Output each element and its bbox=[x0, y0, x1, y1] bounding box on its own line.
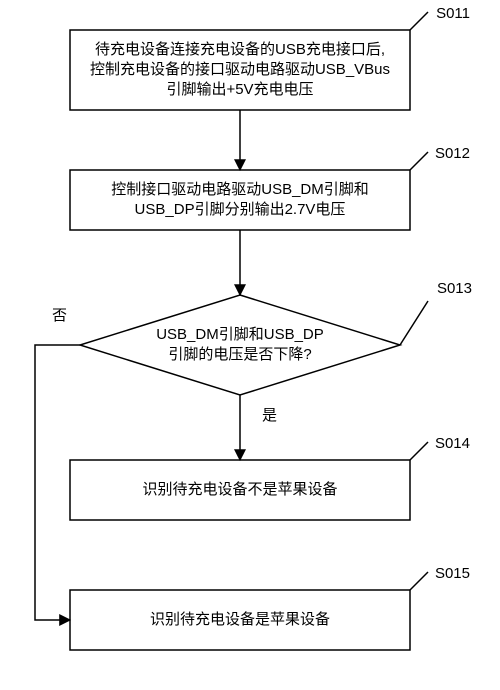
box-text-line: USB_DP引脚分别输出2.7V电压 bbox=[135, 201, 346, 218]
box-text-line: 引脚的电压是否下降? bbox=[168, 346, 311, 363]
step-label: S015 bbox=[435, 565, 470, 582]
box-text-line: 控制接口驱动电路驱动USB_DM引脚和 bbox=[111, 181, 369, 198]
box-text-line: 引脚输出+5V充电电压 bbox=[166, 81, 313, 98]
box-text-line: 识别待充电设备是苹果设备 bbox=[150, 611, 330, 628]
process-box: 控制接口驱动电路驱动USB_DM引脚和 USB_DP引脚分别输出2.7V电压 S01… bbox=[70, 145, 470, 230]
box-text-line: 待充电设备连接充电设备的USB充电接口后, bbox=[95, 41, 385, 58]
process-box: 待充电设备连接充电设备的USB充电接口后, 控制充电设备的接口驱动电路驱动USB_… bbox=[70, 5, 470, 110]
box-text-line: USB_DM引脚和USB_DP bbox=[156, 326, 324, 343]
flow-arrow bbox=[35, 345, 80, 620]
decision-diamond: USB_DM引脚和USB_DP 引脚的电压是否下降? S013 bbox=[80, 280, 472, 395]
process-box: 识别待充电设备不是苹果设备 S014 bbox=[70, 435, 470, 520]
step-label: S012 bbox=[435, 145, 470, 162]
process-box: 识别待充电设备是苹果设备 S015 bbox=[70, 565, 470, 650]
step-label: S011 bbox=[436, 5, 470, 22]
box-text-line: 识别待充电设备不是苹果设备 bbox=[142, 481, 337, 498]
step-label: S014 bbox=[435, 435, 470, 452]
branch-label-yes: 是 bbox=[262, 407, 277, 424]
branch-label-no: 否 bbox=[52, 307, 67, 324]
box-text-line: 控制充电设备的接口驱动电路驱动USB_VBus bbox=[90, 61, 390, 78]
step-label: S013 bbox=[437, 280, 472, 297]
